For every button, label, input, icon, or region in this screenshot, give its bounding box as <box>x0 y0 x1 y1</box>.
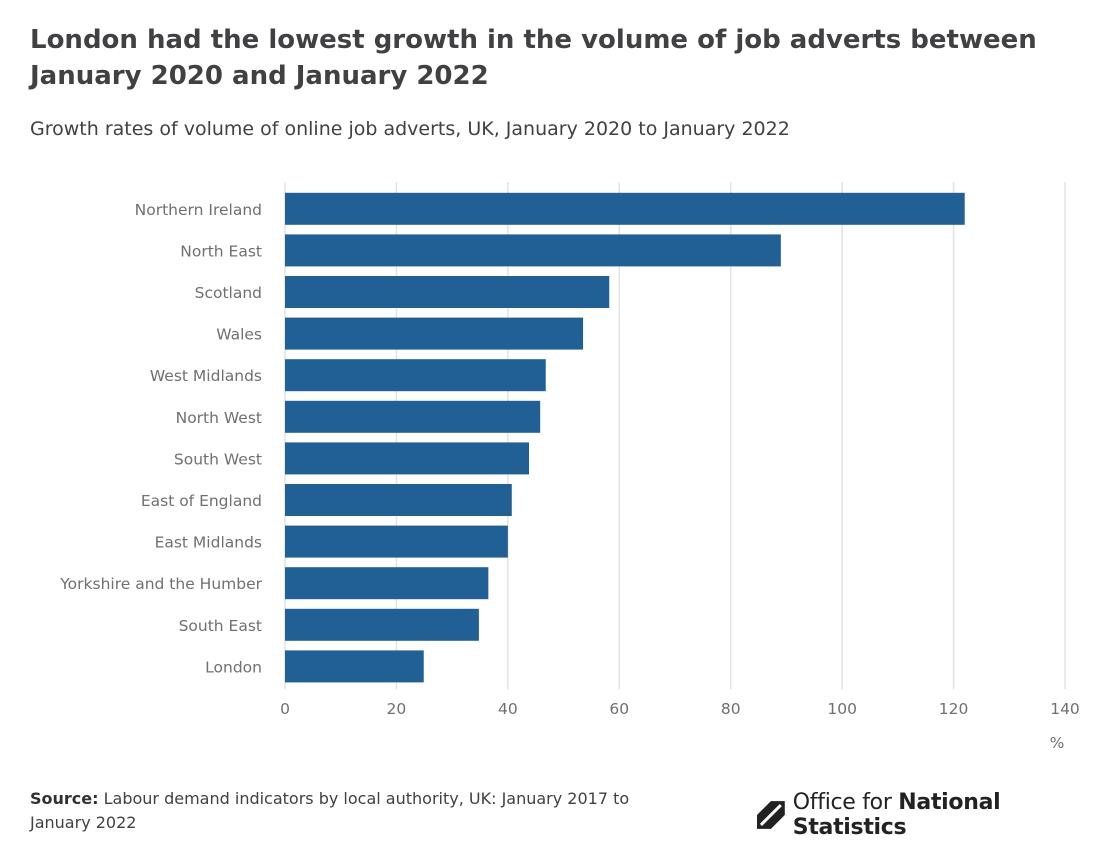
bars <box>285 192 965 683</box>
x-tick-label: 20 <box>387 700 407 718</box>
ons-logo-text: Office for National Statistics <box>793 790 1119 840</box>
category-label: South East <box>179 617 262 635</box>
category-label: North East <box>180 242 262 260</box>
x-tick-label: 140 <box>1050 700 1080 718</box>
category-label: Scotland <box>195 284 262 302</box>
gridlines <box>284 182 1066 690</box>
x-tick-label: 0 <box>280 700 290 718</box>
logo-bold-text: National Statistics <box>792 790 1001 840</box>
bar <box>285 317 584 350</box>
bar <box>285 234 781 267</box>
ons-logo-icon <box>756 801 785 829</box>
category-label: Yorkshire and the Humber <box>59 575 262 593</box>
bar <box>285 192 965 225</box>
category-label: East Midlands <box>155 534 262 552</box>
source-note: Source: Labour demand indicators by loca… <box>30 787 690 835</box>
x-axis-ticks: 0 20 40 60 80 100 120 140 <box>280 700 1080 718</box>
bar <box>285 359 546 392</box>
bar <box>285 567 489 600</box>
x-axis-unit-label: % <box>1050 734 1065 752</box>
source-text: Labour demand indicators by local author… <box>30 789 630 832</box>
category-label: Northern Ireland <box>135 201 262 219</box>
bar <box>285 400 541 433</box>
category-label: London <box>205 658 262 676</box>
bar <box>285 442 530 475</box>
bar <box>285 525 508 558</box>
category-label: East of England <box>141 492 262 510</box>
ons-logo: Office for National Statistics <box>755 790 1119 840</box>
source-label: Source: <box>30 789 99 808</box>
logo-prefix: Office for <box>792 790 892 815</box>
x-tick-label: 80 <box>721 700 741 718</box>
bar <box>285 650 424 683</box>
category-label: West Midlands <box>150 367 262 385</box>
chart-subtitle: Growth rates of volume of online job adv… <box>30 118 790 140</box>
x-tick-label: 60 <box>609 700 629 718</box>
bar <box>285 276 610 308</box>
category-label: Wales <box>216 326 262 344</box>
category-label: North West <box>176 409 262 427</box>
x-tick-label: 120 <box>939 700 969 718</box>
x-tick-label: 40 <box>498 700 518 718</box>
bar-chart: Northern Ireland North East Scotland Wales W… <box>59 182 1080 752</box>
x-tick-label: 100 <box>827 700 857 718</box>
bar <box>285 608 479 641</box>
category-labels: Northern Ireland North East Scotland Wales W… <box>59 201 262 677</box>
chart-title: London had the lowest growth in the volu… <box>30 25 1037 91</box>
bar <box>285 484 512 516</box>
category-label: South West <box>174 450 262 468</box>
